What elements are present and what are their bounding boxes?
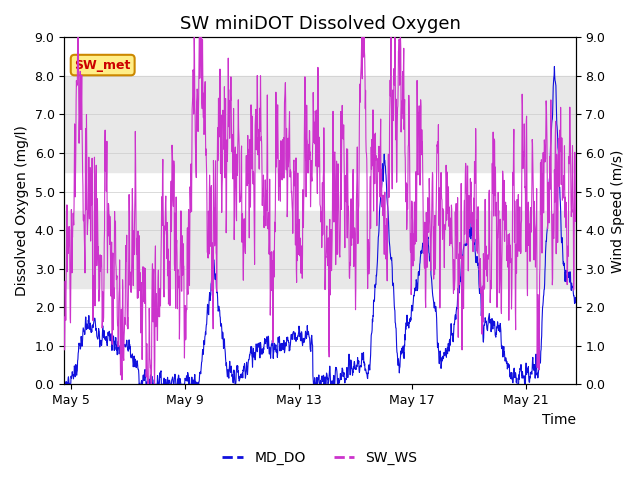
Bar [64, 211, 576, 288]
X-axis label: Time: Time [541, 413, 576, 427]
Bar [64, 76, 576, 172]
Text: SW_met: SW_met [74, 59, 131, 72]
Y-axis label: Wind Speed (m/s): Wind Speed (m/s) [611, 149, 625, 273]
Title: SW miniDOT Dissolved Oxygen: SW miniDOT Dissolved Oxygen [180, 15, 460, 33]
Legend: MD_DO, SW_WS: MD_DO, SW_WS [217, 445, 423, 471]
Y-axis label: Dissolved Oxygen (mg/l): Dissolved Oxygen (mg/l) [15, 125, 29, 296]
